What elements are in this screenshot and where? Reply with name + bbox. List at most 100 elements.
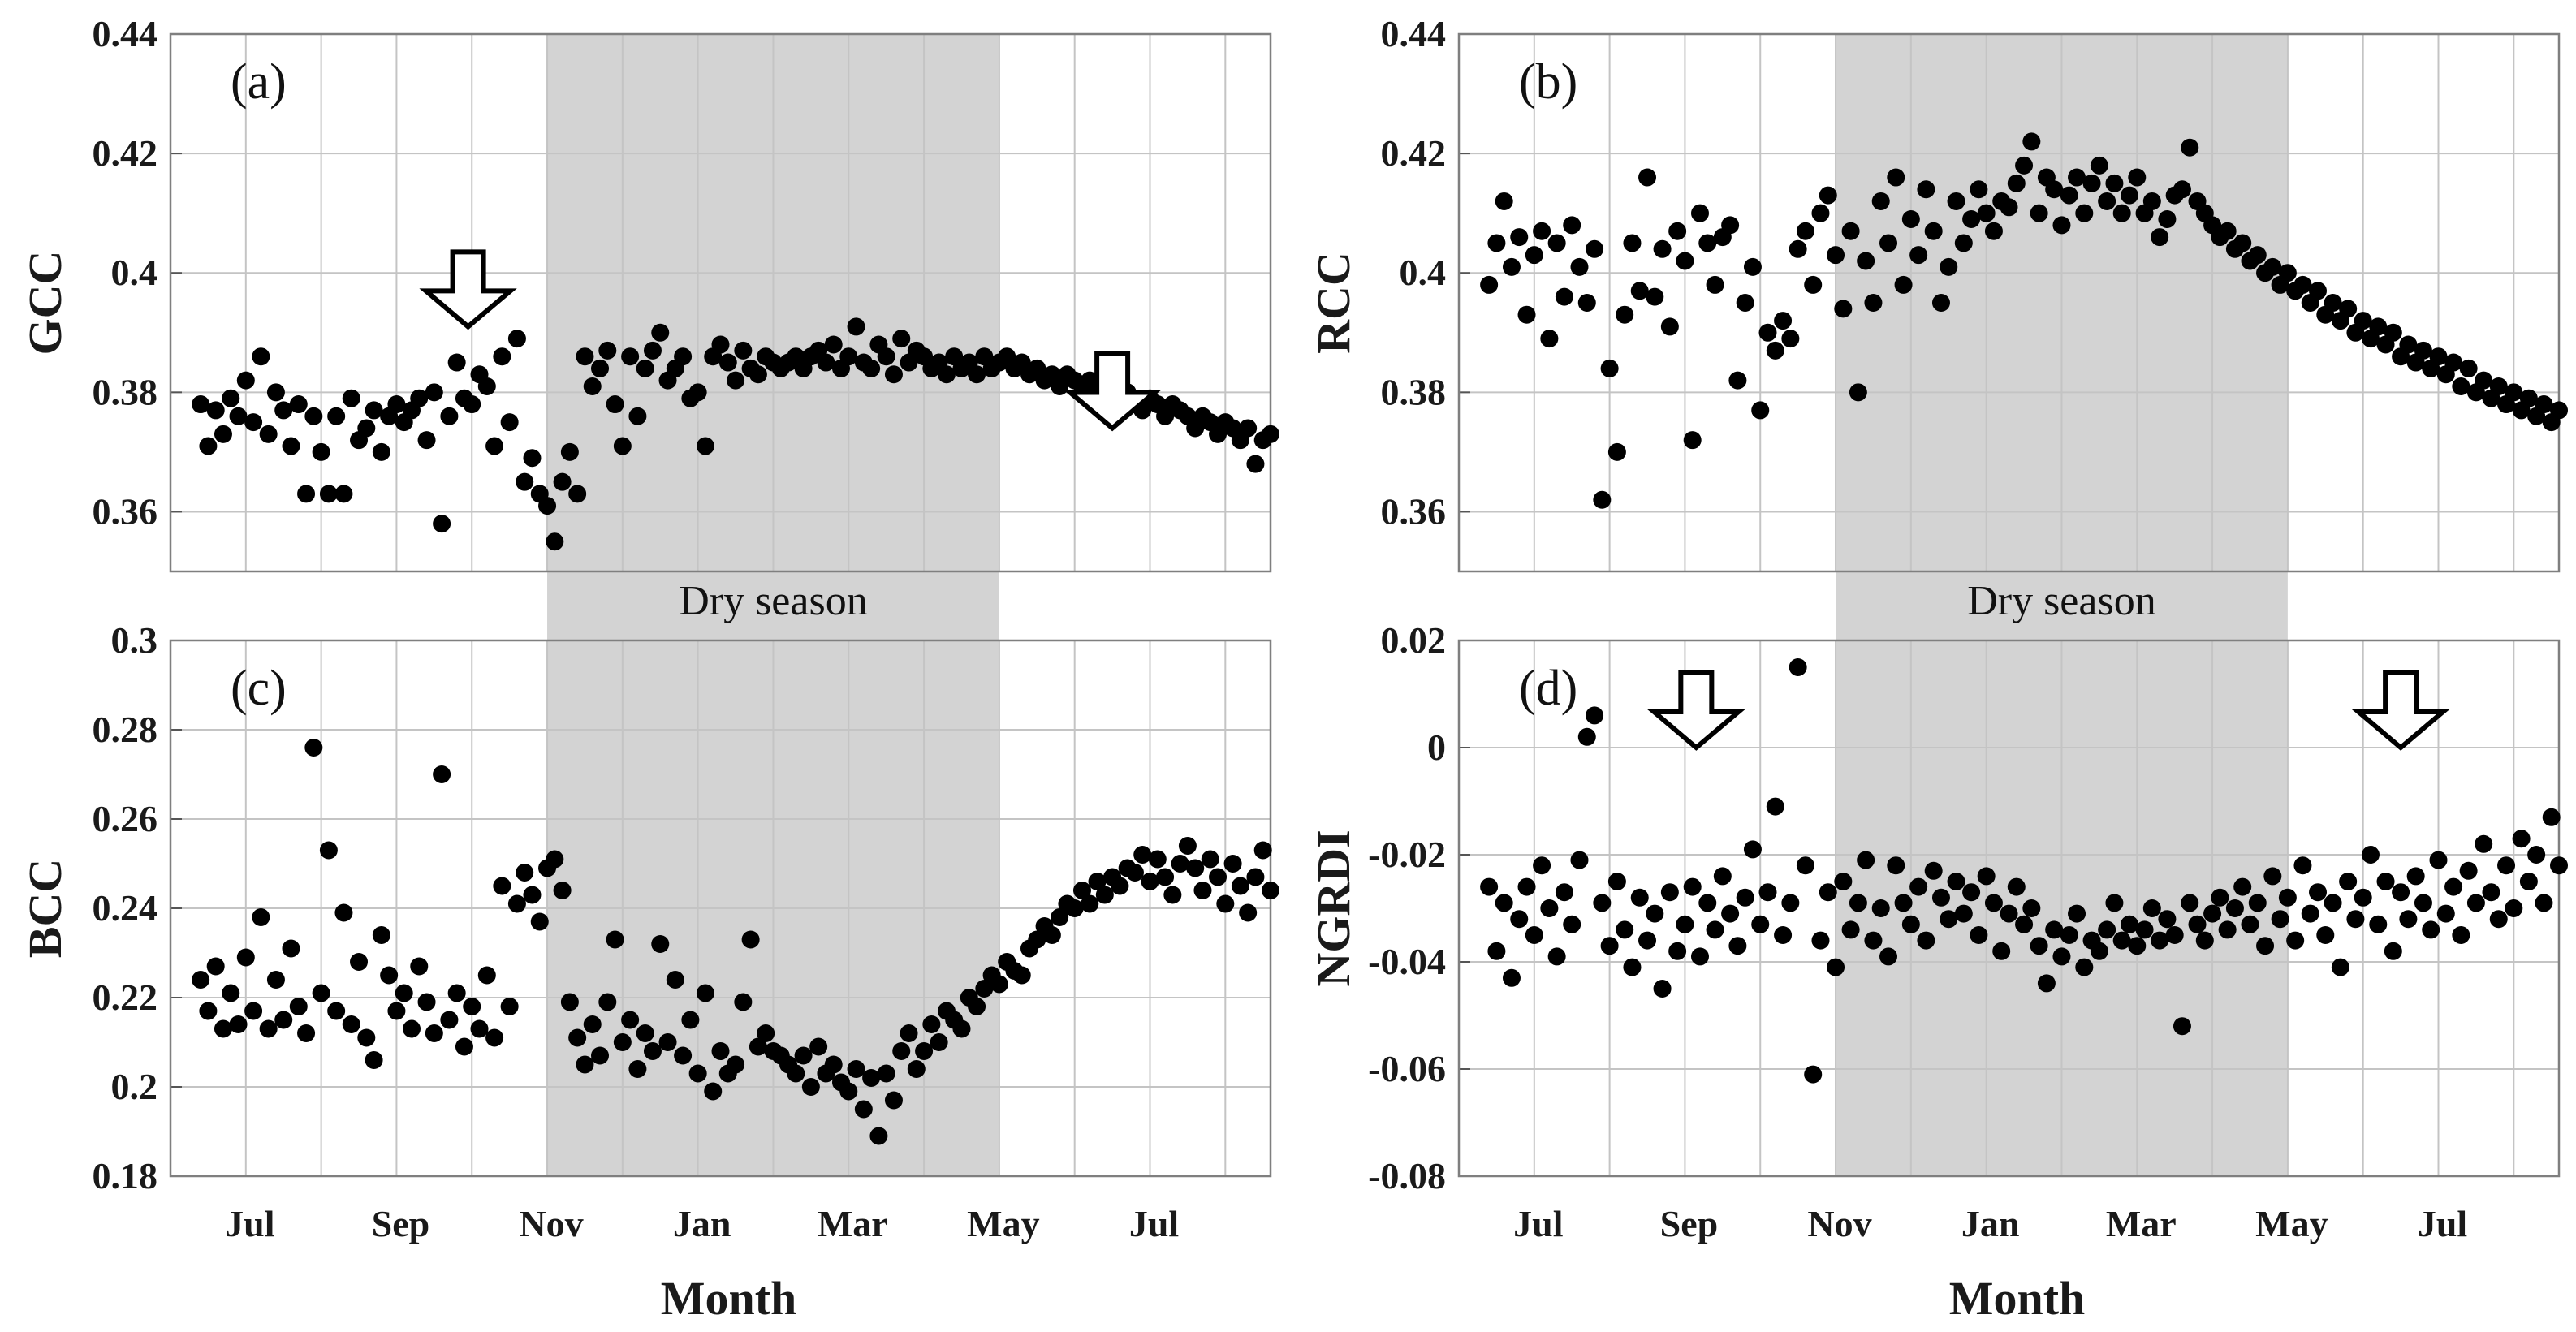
data-point — [658, 1033, 677, 1051]
data-point — [1796, 222, 1814, 240]
data-point — [2512, 830, 2531, 848]
data-point — [410, 957, 429, 976]
data-point — [2384, 942, 2402, 960]
x-tick-label: May — [2255, 1203, 2328, 1244]
data-point — [2369, 915, 2388, 933]
data-point — [304, 739, 323, 757]
data-point — [2278, 888, 2297, 907]
data-point — [1864, 931, 1883, 950]
data-point — [1253, 841, 1272, 860]
data-point — [1246, 868, 1265, 886]
data-point — [1593, 490, 1612, 509]
data-point — [2098, 920, 2116, 939]
data-point — [674, 1046, 693, 1065]
data-point — [2550, 856, 2568, 875]
data-point — [297, 485, 316, 503]
x-tick-label: May — [967, 1203, 1039, 1244]
data-point — [2052, 947, 2071, 966]
data-point — [1638, 931, 1657, 950]
data-point — [1193, 882, 1212, 899]
data-point — [380, 966, 399, 985]
y-tick-label: -0.04 — [1368, 941, 1446, 982]
data-point — [621, 1011, 640, 1029]
data-point — [2324, 894, 2342, 912]
y-axis-title: NGRDI — [1307, 830, 1360, 986]
data-point — [447, 353, 466, 372]
data-point — [2278, 264, 2297, 282]
y-tick-label: -0.06 — [1368, 1048, 1446, 1089]
y-tick-label: 0.36 — [1381, 490, 1447, 532]
data-point — [824, 335, 843, 354]
data-point — [455, 1037, 473, 1056]
data-point — [718, 353, 737, 372]
data-point — [1660, 883, 1679, 902]
data-point — [236, 948, 255, 967]
data-point — [1533, 222, 1551, 240]
data-point — [1012, 966, 1031, 985]
data-point — [1736, 294, 1754, 312]
data-point — [1924, 861, 1943, 880]
axes-frame — [1457, 32, 2561, 573]
data-point — [1577, 294, 1596, 312]
data-point — [1871, 192, 1890, 210]
data-point — [1623, 234, 1642, 252]
data-point — [192, 395, 210, 414]
arrow-marker — [419, 249, 517, 330]
data-point — [2241, 915, 2259, 933]
data-point — [2211, 888, 2229, 907]
data-point — [2218, 920, 2237, 939]
data-point — [1728, 937, 1747, 955]
data-point — [297, 1024, 316, 1042]
data-point — [516, 864, 534, 882]
data-point — [304, 407, 323, 425]
data-point — [1940, 910, 1958, 929]
data-point — [1721, 904, 1740, 923]
data-point — [2052, 216, 2071, 235]
data-point — [244, 413, 263, 432]
y-tick-label: 0.36 — [93, 490, 158, 532]
y-tick-label: 0.18 — [93, 1155, 158, 1196]
data-point — [2233, 877, 2252, 896]
data-points — [1480, 132, 2568, 509]
data-point — [952, 1019, 971, 1038]
data-point — [1495, 894, 1513, 912]
x-tick-label: Jul — [2418, 1203, 2467, 1244]
data-point — [266, 383, 285, 402]
data-point — [711, 335, 730, 354]
data-point — [199, 1002, 218, 1020]
data-point — [666, 971, 684, 989]
data-point — [2173, 1017, 2191, 1036]
data-point — [839, 1082, 858, 1101]
data-point — [1841, 222, 1860, 240]
data-point — [2233, 234, 2252, 252]
data-point — [387, 1002, 406, 1020]
data-point — [1774, 312, 1793, 330]
data-point — [847, 317, 865, 336]
data-point — [1849, 894, 1867, 912]
data-point — [1570, 257, 1589, 276]
y-tick-label: 0.4 — [1400, 252, 1447, 293]
data-point — [327, 1002, 346, 1020]
data-point — [1954, 904, 1973, 923]
data-point — [463, 998, 481, 1015]
data-point — [2309, 883, 2328, 902]
data-point — [2489, 910, 2508, 929]
data-point — [2527, 846, 2546, 864]
data-point — [1586, 706, 1604, 725]
data-point — [1721, 216, 1740, 235]
data-point — [1894, 894, 1913, 912]
data-point — [2489, 377, 2508, 395]
data-point — [1690, 947, 1709, 966]
data-point — [357, 419, 376, 438]
data-point — [2399, 335, 2418, 354]
data-point — [1819, 186, 1837, 205]
data-point — [628, 1060, 647, 1078]
data-point — [2112, 204, 2131, 222]
data-point — [1209, 868, 1228, 886]
data-point — [1563, 216, 1581, 235]
data-point — [1977, 204, 1996, 222]
data-point — [2120, 186, 2138, 205]
data-point — [2309, 282, 2328, 300]
data-point — [2256, 937, 2275, 955]
data-point — [1547, 947, 1566, 966]
